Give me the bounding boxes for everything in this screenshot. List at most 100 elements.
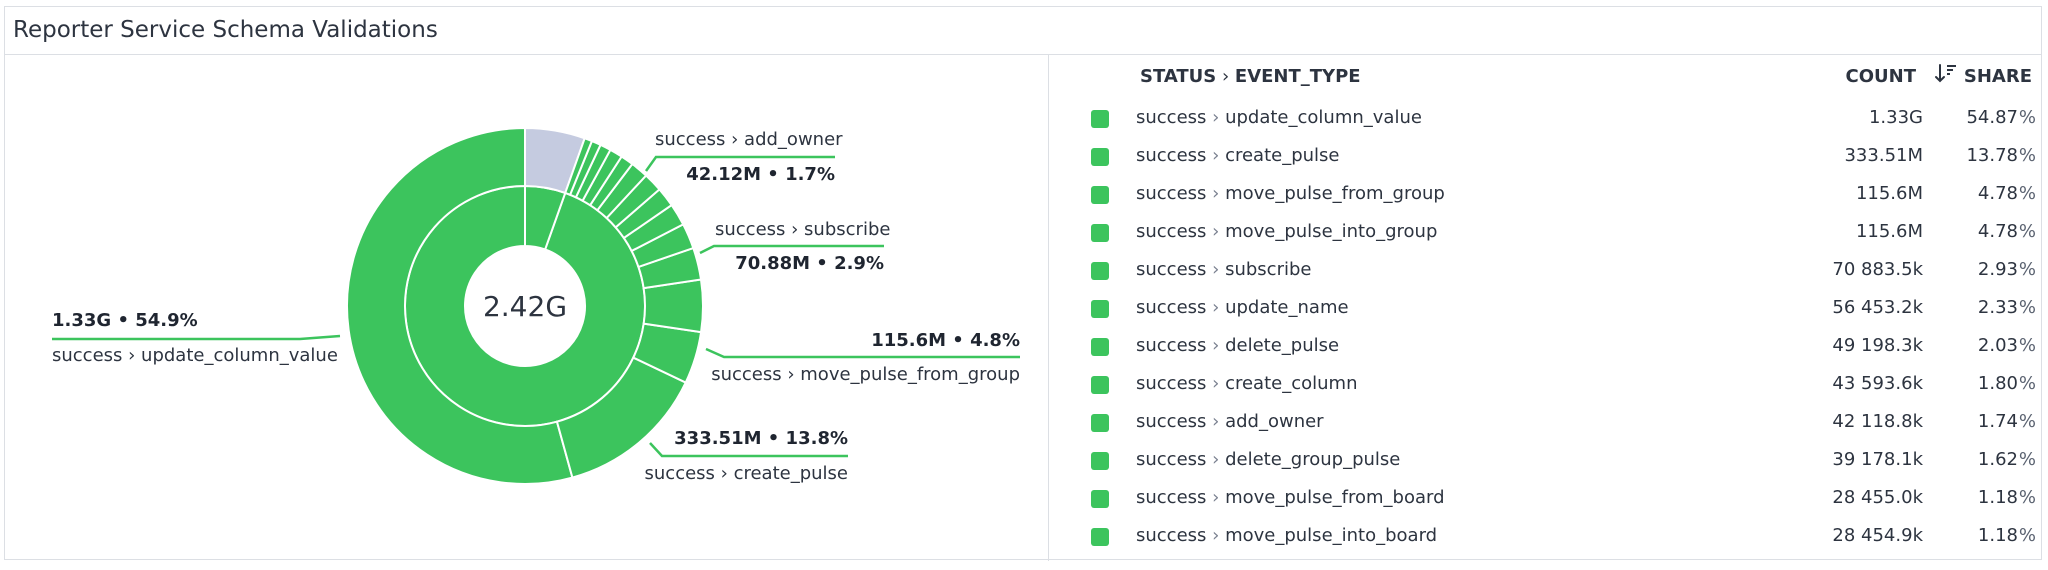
percent-sign: % bbox=[2018, 297, 2036, 318]
table-row[interactable]: success › delete_group_pulse 39 178.1k 1.6… bbox=[0, 442, 2048, 480]
column-header-share[interactable]: SHARE bbox=[1963, 66, 2032, 87]
table-row[interactable]: success › create_column 43 593.6k 1.80% bbox=[0, 366, 2048, 404]
callout-line bbox=[649, 442, 848, 458]
table-row[interactable]: success › move_pulse_into_group 115.6M 4.7… bbox=[0, 214, 2048, 252]
legend-swatch bbox=[1091, 338, 1109, 356]
outer-ring-segment[interactable] bbox=[614, 187, 674, 240]
legend-swatch bbox=[1091, 186, 1109, 204]
percent-sign: % bbox=[2018, 107, 2036, 128]
sort-descending-icon[interactable] bbox=[1934, 62, 1958, 86]
share-cell: 13.78 bbox=[1966, 145, 2018, 166]
outer-ring-segment[interactable] bbox=[563, 137, 594, 197]
status-event-cell: success › subscribe bbox=[1136, 259, 1312, 280]
table-row[interactable]: success › subscribe 70 883.5k 2.93% bbox=[0, 252, 2048, 290]
share-cell: 2.33 bbox=[1977, 297, 2018, 318]
count-cell: 28 454.9k bbox=[1832, 525, 1923, 546]
percent-sign: % bbox=[2018, 259, 2036, 280]
count-cell: 39 178.1k bbox=[1832, 449, 1923, 470]
table-row[interactable]: success › add_owner 42 118.8k 1.74% bbox=[0, 404, 2048, 442]
share-cell: 1.18 bbox=[1977, 487, 2018, 508]
callout-value-label: 333.51M • 13.8% bbox=[674, 428, 848, 449]
share-cell: 2.03 bbox=[1977, 335, 2018, 356]
share-cell: 1.80 bbox=[1977, 373, 2018, 394]
status-event-cell: success › update_column_value bbox=[1136, 107, 1422, 128]
legend-swatch bbox=[1091, 300, 1109, 318]
count-cell: 56 453.2k bbox=[1832, 297, 1923, 318]
status-event-cell: success › move_pulse_from_group bbox=[1136, 183, 1445, 204]
outer-ring-segment[interactable] bbox=[595, 162, 648, 220]
table-row[interactable]: success › move_pulse_from_board 28 455.0k… bbox=[0, 480, 2048, 518]
status-event-cell: success › move_pulse_into_group bbox=[1136, 221, 1438, 242]
count-cell: 43 593.6k bbox=[1832, 373, 1923, 394]
legend-swatch bbox=[1091, 490, 1109, 508]
count-cell: 42 118.8k bbox=[1832, 411, 1923, 432]
percent-sign: % bbox=[2018, 221, 2036, 242]
outer-ring-segment[interactable] bbox=[605, 174, 661, 229]
share-cell: 1.62 bbox=[1977, 449, 2018, 470]
outer-ring-segment[interactable] bbox=[637, 246, 703, 290]
callout-category-label: success › subscribe bbox=[715, 219, 890, 240]
outer-ring-segment[interactable] bbox=[642, 278, 704, 334]
count-cell: 333.51M bbox=[1844, 145, 1923, 166]
callout-category-label: success › add_owner bbox=[655, 129, 843, 150]
column-header-status[interactable]: STATUS › EVENT_TYPE bbox=[1140, 66, 1361, 87]
percent-sign: % bbox=[2018, 449, 2036, 470]
status-event-cell: success › move_pulse_into_board bbox=[1136, 525, 1438, 546]
share-cell: 4.78 bbox=[1977, 183, 2018, 204]
callout-line bbox=[705, 347, 1020, 359]
count-cell: 28 455.0k bbox=[1832, 487, 1923, 508]
callout-value-label: 70.88M • 2.9% bbox=[735, 253, 884, 274]
table-row[interactable]: success › move_pulse_into_board 28 454.9k… bbox=[0, 518, 2048, 556]
legend-swatch bbox=[1091, 376, 1109, 394]
legend-swatch bbox=[1091, 110, 1109, 128]
outer-ring-segment[interactable] bbox=[346, 126, 574, 485]
share-cell: 1.18 bbox=[1977, 525, 2018, 546]
column-header-count[interactable]: COUNT bbox=[1845, 66, 1916, 87]
outer-ring-segment[interactable] bbox=[631, 322, 703, 384]
table-row[interactable]: success › delete_pulse 49 198.3k 2.03% bbox=[0, 328, 2048, 366]
widget-title: Reporter Service Schema Validations bbox=[13, 17, 438, 43]
table-row[interactable]: success › move_pulse_from_group 115.6M 4.7… bbox=[0, 176, 2048, 214]
status-event-cell: success › delete_group_pulse bbox=[1136, 449, 1401, 470]
status-event-cell: success › update_name bbox=[1136, 297, 1349, 318]
widget-header: Reporter Service Schema Validations bbox=[5, 7, 2041, 55]
count-cell: 1.33G bbox=[1868, 107, 1923, 128]
callout-value-label: 42.12M • 1.7% bbox=[686, 164, 835, 185]
outer-ring-segment[interactable] bbox=[555, 356, 688, 479]
outer-ring-segment[interactable] bbox=[622, 203, 685, 253]
table-row[interactable]: success › update_column_value 1.33G 54.87% bbox=[0, 100, 2048, 138]
callout-value-label: 115.6M • 4.8% bbox=[871, 330, 1020, 351]
center-hole bbox=[466, 247, 584, 365]
percent-sign: % bbox=[2018, 145, 2036, 166]
share-cell: 4.78 bbox=[1977, 221, 2018, 242]
legend-swatch bbox=[1091, 452, 1109, 470]
status-event-cell: success › create_pulse bbox=[1136, 145, 1340, 166]
widget-panel: Reporter Service Schema Validations bbox=[4, 6, 2042, 561]
count-cell: 115.6M bbox=[1855, 221, 1923, 242]
outer-ring-segment[interactable] bbox=[630, 222, 695, 269]
count-cell: 49 198.3k bbox=[1832, 335, 1923, 356]
center-total-label: 2.42G bbox=[483, 290, 567, 323]
legend-swatch bbox=[1091, 528, 1109, 546]
legend-swatch bbox=[1091, 224, 1109, 242]
percent-sign: % bbox=[2018, 183, 2036, 204]
callout-category-label: success › create_pulse bbox=[645, 463, 848, 484]
callout-line bbox=[52, 334, 341, 341]
table-row[interactable]: success › create_pulse 333.51M 13.78% bbox=[0, 138, 2048, 176]
status-event-cell: success › move_pulse_from_board bbox=[1136, 487, 1445, 508]
callout-value-label: 1.33G • 54.9% bbox=[52, 310, 198, 331]
share-cell: 1.74 bbox=[1977, 411, 2018, 432]
legend-swatch bbox=[1091, 414, 1109, 432]
percent-sign: % bbox=[2018, 411, 2036, 432]
callout-category-label: success › update_column_value bbox=[52, 345, 338, 366]
status-event-cell: success › create_column bbox=[1136, 373, 1358, 394]
callout-line bbox=[699, 244, 884, 255]
status-event-cell: success › delete_pulse bbox=[1136, 335, 1340, 356]
count-cell: 115.6M bbox=[1855, 183, 1923, 204]
table-row[interactable]: success › update_name 56 453.2k 2.33% bbox=[0, 290, 2048, 328]
percent-sign: % bbox=[2018, 373, 2036, 394]
percent-sign: % bbox=[2018, 487, 2036, 508]
share-cell: 54.87 bbox=[1966, 107, 2018, 128]
legend-swatch bbox=[1091, 262, 1109, 280]
status-event-cell: success › add_owner bbox=[1136, 411, 1324, 432]
